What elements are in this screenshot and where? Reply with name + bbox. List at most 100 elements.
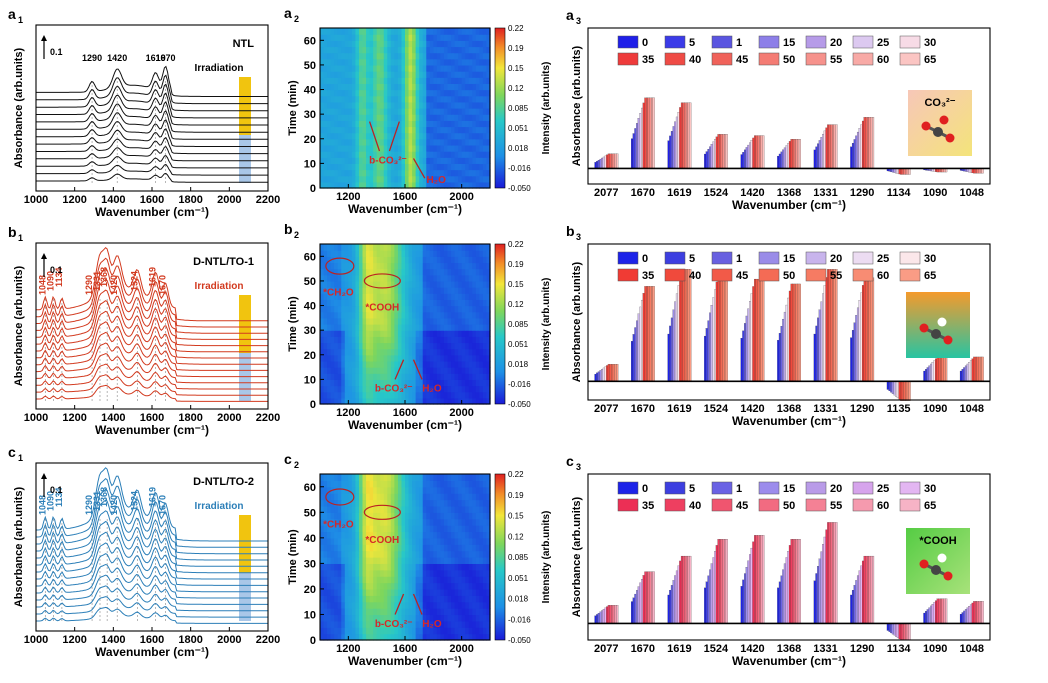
heatmap-cell: [436, 474, 442, 481]
heatmap-cell: [465, 274, 470, 282]
heatmap-cell: [366, 620, 371, 628]
heatmap-cell: [351, 550, 357, 558]
heatmap-cell: [440, 34, 445, 41]
heatmap-cell: [440, 262, 445, 270]
heatmap-cell: [475, 544, 480, 552]
heatmap-cell: [341, 373, 346, 380]
heatmap-cell: [419, 505, 424, 513]
heatmap-cell: [440, 379, 445, 387]
panel-letter: a: [566, 7, 574, 23]
heatmap-cell: [373, 101, 378, 109]
spectrum-line: [36, 331, 268, 371]
heatmap-cell: [482, 601, 488, 609]
heatmap-cell: [468, 268, 473, 276]
heatmap-cell: [433, 34, 438, 41]
heatmap-cell: [426, 627, 431, 635]
heatmap-cell: [348, 563, 353, 571]
heatmap-cell: [358, 64, 364, 72]
heatmap-cell: [433, 144, 438, 152]
heatmap-cell: [433, 40, 438, 48]
heatmap-cell: [401, 569, 406, 577]
heatmap-cell: [373, 52, 378, 60]
heatmap-cell: [429, 144, 434, 152]
heatmap-cell: [429, 544, 434, 552]
heatmap-cell: [426, 385, 431, 393]
heatmap-cell: [440, 52, 445, 60]
heatmap-cell: [454, 317, 459, 325]
heatmap-cell: [397, 588, 403, 596]
heatmap-cell: [465, 151, 470, 158]
heatmap-cell: [458, 256, 463, 264]
heatmap-cell: [465, 474, 470, 481]
heatmap-cell: [376, 311, 381, 319]
heatmap-cell: [479, 391, 484, 399]
heatmap-cell: [426, 169, 431, 177]
heatmap-cell: [362, 34, 367, 41]
peak-label: 1524: [129, 271, 139, 291]
heatmap-cell: [323, 367, 328, 374]
heatmap-cell: [447, 324, 452, 331]
heatmap-cell: [458, 595, 463, 603]
heatmap-cell: [355, 28, 360, 35]
axes-frame: [587, 27, 991, 185]
heatmap-cell: [362, 151, 367, 158]
heatmap-cell: [415, 126, 420, 134]
heatmap-cell: [465, 71, 470, 78]
heatmap-cell: [475, 95, 480, 103]
heatmap-cell: [408, 557, 413, 564]
heatmap-cell: [380, 40, 385, 48]
heatmap-cell: [337, 379, 342, 387]
heatmap-cell: [348, 46, 353, 54]
heatmap-cell: [330, 537, 335, 545]
heatmap-cell: [330, 293, 335, 300]
heatmap-cell: [447, 354, 452, 362]
heatmap-cell: [348, 77, 353, 84]
heatmap-cell: [341, 305, 346, 313]
heatmap-cell: [397, 550, 403, 558]
heatmap-cell: [362, 373, 367, 380]
heatmap-cell: [472, 544, 477, 552]
heatmap-cell: [394, 256, 399, 264]
heatmap-cell: [479, 311, 484, 319]
heatmap-cell: [440, 175, 445, 183]
legend-swatch: [617, 268, 639, 282]
heatmap-cell: [479, 64, 484, 72]
heatmap-cell: [405, 101, 410, 109]
heatmap-cell: [468, 46, 473, 54]
heatmap-cell: [422, 34, 427, 41]
heatmap-cell: [465, 114, 470, 121]
heatmap-cell: [397, 486, 403, 494]
heatmap-cell: [412, 324, 417, 331]
legend-swatch: [899, 268, 921, 282]
heatmap-cell: [405, 512, 410, 520]
heatmap-cell: [429, 576, 434, 584]
heatmap-cell: [472, 89, 477, 97]
heatmap-cell: [443, 480, 449, 488]
heatmap-cell: [351, 620, 357, 628]
heatmap-cell: [358, 525, 364, 533]
heatmap-cell: [426, 525, 431, 533]
x-tick-label: 1000: [24, 412, 48, 424]
heatmap-cell: [373, 114, 378, 121]
heatmap-cell: [376, 373, 381, 380]
heatmap-cell: [482, 336, 488, 344]
heatmap-cell: [366, 336, 371, 344]
heatmap-cell: [426, 563, 431, 571]
heatmap-cell: [351, 250, 357, 257]
heatmap-cell: [405, 336, 410, 344]
heatmap-cell: [323, 397, 328, 405]
heatmap-cell: [440, 569, 445, 577]
heatmap-cell: [362, 608, 367, 616]
heatmap-cell: [366, 563, 371, 571]
heatmap-cell: [320, 287, 325, 294]
heatmap-cell: [366, 348, 371, 356]
heatmap-cell: [320, 175, 325, 183]
heatmap-cell: [419, 557, 424, 564]
heatmap-cell: [479, 250, 484, 257]
heatmap-cell: [344, 563, 349, 571]
heatmap-cell: [394, 569, 399, 577]
heatmap-cell: [355, 244, 360, 251]
heatmap-cell: [355, 280, 360, 288]
heatmap-cell: [422, 46, 427, 54]
heatmap-cell: [451, 46, 456, 54]
